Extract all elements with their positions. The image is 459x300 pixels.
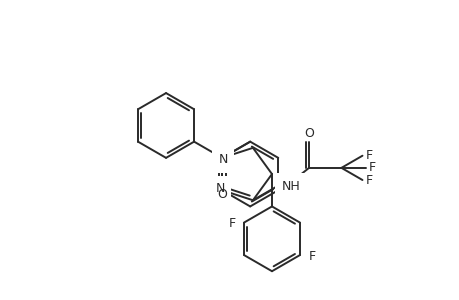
Text: F: F bbox=[365, 149, 372, 162]
Text: N: N bbox=[215, 182, 224, 195]
Text: O: O bbox=[217, 188, 227, 201]
Text: F: F bbox=[228, 217, 235, 230]
Text: F: F bbox=[368, 161, 375, 174]
Text: F: F bbox=[308, 250, 315, 263]
Text: F: F bbox=[365, 173, 372, 187]
Text: O: O bbox=[303, 127, 313, 140]
Text: N: N bbox=[218, 153, 227, 166]
Text: NH: NH bbox=[281, 179, 300, 193]
